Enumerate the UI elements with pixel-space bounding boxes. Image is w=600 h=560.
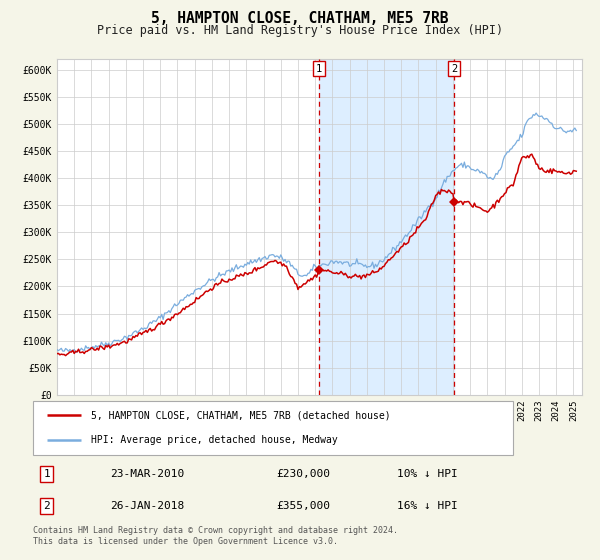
Text: 26-JAN-2018: 26-JAN-2018 — [110, 501, 185, 511]
Text: 10% ↓ HPI: 10% ↓ HPI — [397, 469, 458, 479]
Text: 2: 2 — [43, 501, 50, 511]
Text: 5, HAMPTON CLOSE, CHATHAM, ME5 7RB: 5, HAMPTON CLOSE, CHATHAM, ME5 7RB — [151, 11, 449, 26]
Text: 2: 2 — [451, 64, 457, 74]
Text: £230,000: £230,000 — [276, 469, 330, 479]
Text: 1: 1 — [316, 64, 322, 74]
Text: 16% ↓ HPI: 16% ↓ HPI — [397, 501, 458, 511]
Text: 5, HAMPTON CLOSE, CHATHAM, ME5 7RB (detached house): 5, HAMPTON CLOSE, CHATHAM, ME5 7RB (deta… — [91, 410, 390, 421]
Text: 23-MAR-2010: 23-MAR-2010 — [110, 469, 185, 479]
Text: 1: 1 — [43, 469, 50, 479]
Text: HPI: Average price, detached house, Medway: HPI: Average price, detached house, Medw… — [91, 435, 337, 445]
Bar — [319, 59, 454, 395]
Text: Contains HM Land Registry data © Crown copyright and database right 2024.
This d: Contains HM Land Registry data © Crown c… — [33, 526, 398, 546]
Text: Price paid vs. HM Land Registry's House Price Index (HPI): Price paid vs. HM Land Registry's House … — [97, 24, 503, 36]
Text: £355,000: £355,000 — [276, 501, 330, 511]
